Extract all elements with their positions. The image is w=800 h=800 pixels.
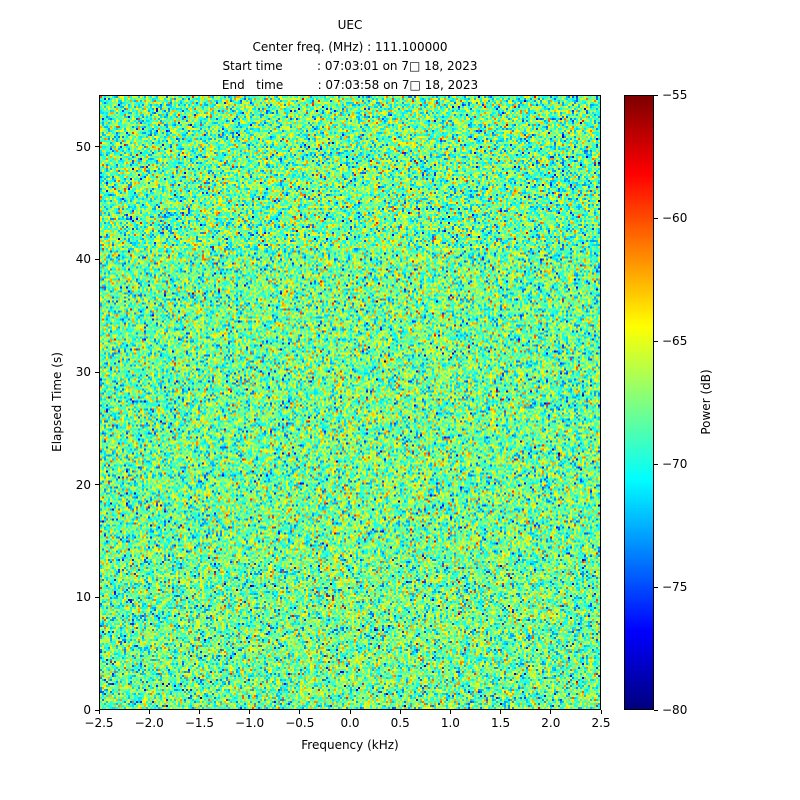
x-tick-mark <box>399 710 401 714</box>
colorbar-tick-label: −60 <box>662 211 688 225</box>
x-tick-mark <box>500 710 502 714</box>
header-start-time: Start time : 07:03:01 on 7□ 18, 2023 <box>222 59 478 73</box>
header-block: Center freq. (MHz) : 111.100000 Start ti… <box>99 38 601 95</box>
y-tick-label: 10 <box>75 590 91 605</box>
y-tick-mark <box>95 371 99 373</box>
x-tick-label: −1.0 <box>235 716 265 730</box>
header-end-time: End time : 07:03:58 on 7□ 18, 2023 <box>221 78 479 92</box>
y-tick-mark <box>95 596 99 598</box>
colorbar-tick-mark <box>654 340 658 342</box>
x-tick-label: 1.0 <box>440 716 460 730</box>
x-axis-label: Frequency (kHz) <box>301 738 399 752</box>
x-tick-label: 0.0 <box>340 716 360 730</box>
colorbar-gradient <box>625 96 653 709</box>
x-tick-mark <box>98 710 100 714</box>
spectrogram-heatmap <box>100 96 600 709</box>
x-tick-mark <box>550 710 552 714</box>
colorbar-tick-mark <box>654 217 658 219</box>
x-tick-label: −2.0 <box>134 716 164 730</box>
y-tick-mark <box>95 709 99 711</box>
colorbar-tick-label: −75 <box>662 580 688 594</box>
colorbar-tick-label: −55 <box>662 88 688 102</box>
colorbar-tick-mark <box>654 94 658 96</box>
x-tick-mark <box>299 710 301 714</box>
x-tick-mark <box>349 710 351 714</box>
colorbar-tick-label: −65 <box>662 334 688 348</box>
x-tick-label: −1.5 <box>184 716 214 730</box>
y-tick-mark <box>95 146 99 148</box>
x-tick-label: 2.5 <box>591 716 611 730</box>
colorbar-tick-label: −70 <box>662 457 688 471</box>
x-tick-label: 1.5 <box>491 716 511 730</box>
x-tick-label: 2.0 <box>541 716 561 730</box>
x-tick-mark <box>449 710 451 714</box>
x-tick-mark <box>600 710 602 714</box>
colorbar-tick-label: −80 <box>662 703 688 717</box>
y-tick-mark <box>95 484 99 486</box>
y-tick-mark <box>95 258 99 260</box>
x-tick-label: −0.5 <box>285 716 315 730</box>
colorbar-label: Power (dB) <box>699 369 713 435</box>
header-center-freq: Center freq. (MHz) : 111.100000 <box>252 40 448 54</box>
y-tick-label: 50 <box>75 139 91 154</box>
x-tick-mark <box>148 710 150 714</box>
y-tick-label: 0 <box>83 703 91 717</box>
colorbar-tick-mark <box>654 463 658 465</box>
x-tick-label: 0.5 <box>390 716 410 730</box>
plot-area <box>99 95 601 710</box>
y-tick-label: 30 <box>75 365 91 380</box>
x-tick-mark <box>198 710 200 714</box>
y-tick-label: 40 <box>75 252 91 267</box>
x-tick-mark <box>249 710 251 714</box>
colorbar <box>624 95 654 710</box>
colorbar-tick-mark <box>654 586 658 588</box>
chart-title: UEC <box>337 18 363 32</box>
colorbar-tick-mark <box>654 709 658 711</box>
y-tick-label: 20 <box>75 477 91 492</box>
x-tick-label: −2.5 <box>84 716 114 730</box>
